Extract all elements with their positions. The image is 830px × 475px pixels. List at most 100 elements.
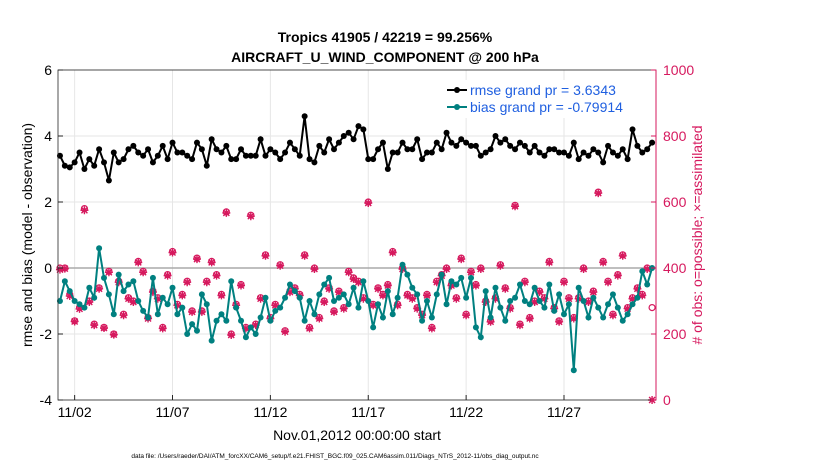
rmse-point xyxy=(565,152,572,159)
bias-point xyxy=(443,301,450,308)
bias-point xyxy=(472,324,479,331)
assimilated-obs-point xyxy=(95,284,104,293)
rmse-point xyxy=(159,142,166,149)
assimilated-obs-point xyxy=(188,307,197,316)
bias-point xyxy=(326,274,333,281)
assimilated-obs-point xyxy=(520,278,529,287)
rmse-point xyxy=(360,126,367,133)
bias-point xyxy=(453,281,460,288)
rmse-point xyxy=(189,156,196,163)
rmse-point xyxy=(291,146,298,153)
rmse-point xyxy=(585,152,592,159)
y-left-tick-label: -4 xyxy=(40,392,53,408)
rmse-point xyxy=(140,152,147,159)
bias-point xyxy=(492,284,499,291)
assimilated-obs-point xyxy=(638,291,647,300)
bias-point xyxy=(526,301,533,308)
assimilated-obs-point xyxy=(388,248,397,257)
assimilated-obs-point xyxy=(80,206,89,215)
rmse-point xyxy=(561,149,567,156)
bias-point xyxy=(629,301,636,308)
plot-area xyxy=(55,69,657,404)
assimilated-obs-point xyxy=(344,268,353,277)
bias-point xyxy=(414,291,421,298)
rmse-point xyxy=(145,146,152,153)
bias-point xyxy=(71,298,78,304)
bias-point xyxy=(267,317,274,324)
rmse-point xyxy=(110,149,117,156)
bias-point xyxy=(585,314,592,321)
rmse-point xyxy=(570,139,577,146)
bias-point xyxy=(355,304,362,311)
rmse-point xyxy=(311,159,318,166)
assimilated-obs-point xyxy=(594,189,603,198)
rmse-point xyxy=(125,146,132,153)
assimilated-obs-point xyxy=(540,294,549,303)
bias-point xyxy=(252,331,259,337)
assimilated-obs-point xyxy=(85,297,94,306)
assimilated-obs-point xyxy=(491,294,500,303)
rmse-point xyxy=(340,133,347,139)
assimilated-obs-point xyxy=(535,288,544,297)
bias-point xyxy=(130,278,137,285)
bias-point xyxy=(125,281,132,288)
assimilated-obs-point xyxy=(168,248,177,257)
rmse-point xyxy=(184,152,191,159)
y-axis-right: 0 200 400 600 800 1000 xyxy=(651,62,694,408)
rmse-point xyxy=(619,146,626,153)
assimilated-obs-point xyxy=(496,261,505,270)
rmse-point xyxy=(477,152,484,159)
rmse-point xyxy=(399,139,406,146)
assimilated-obs-point xyxy=(599,258,608,267)
bias-point xyxy=(301,317,308,324)
rmse-point xyxy=(453,142,460,149)
bias-point xyxy=(463,294,470,301)
rmse-point xyxy=(487,146,494,153)
bias-point xyxy=(242,334,249,341)
bias-point xyxy=(238,317,245,324)
rmse-point xyxy=(605,142,612,149)
bias-point xyxy=(233,304,240,311)
assimilated-obs-point xyxy=(281,327,290,336)
rmse-point xyxy=(551,146,558,153)
rmse-point xyxy=(614,152,621,159)
assimilated-obs-point xyxy=(525,314,534,323)
rmse-point xyxy=(86,156,93,163)
legend-bias-marker xyxy=(454,104,460,110)
bias-point xyxy=(384,288,391,295)
bias-point xyxy=(541,304,548,311)
assimilated-obs-point xyxy=(104,268,113,277)
bias-point xyxy=(477,334,484,341)
assimilated-obs-point xyxy=(511,202,520,211)
rmse-point xyxy=(414,136,421,143)
rmse-point xyxy=(580,149,587,156)
assimilated-obs-point xyxy=(158,324,167,333)
bias-point xyxy=(565,301,572,308)
y-left-tick-label: -2 xyxy=(40,326,53,342)
bias-point xyxy=(149,274,156,281)
bias-point xyxy=(66,288,73,295)
assimilated-obs-point xyxy=(65,292,74,301)
rmse-point xyxy=(419,156,426,163)
assimilated-obs-point xyxy=(476,264,485,273)
bias-point xyxy=(394,294,401,301)
bias-point xyxy=(614,304,621,311)
rmse-point xyxy=(105,177,112,184)
rmse-point xyxy=(242,152,249,159)
rmse-point xyxy=(472,142,479,149)
rmse-point xyxy=(208,136,215,143)
x-axis: 11/02 11/07 11/12 11/17 11/22 11/27 xyxy=(58,395,581,420)
bias-point xyxy=(154,311,161,318)
y-left-tick-label: 6 xyxy=(44,62,52,78)
rmse-point xyxy=(502,136,509,143)
bias-point xyxy=(639,268,646,275)
assimilated-obs-point xyxy=(153,294,162,303)
rmse-point xyxy=(375,146,382,153)
rmse-point xyxy=(600,159,607,166)
bias-point xyxy=(184,331,191,337)
legend: rmse grand pr = 3.6343 bias grand pr = -… xyxy=(442,80,653,118)
bias-point xyxy=(282,294,289,301)
rmse-point xyxy=(267,146,274,153)
rmse-point xyxy=(433,139,440,146)
